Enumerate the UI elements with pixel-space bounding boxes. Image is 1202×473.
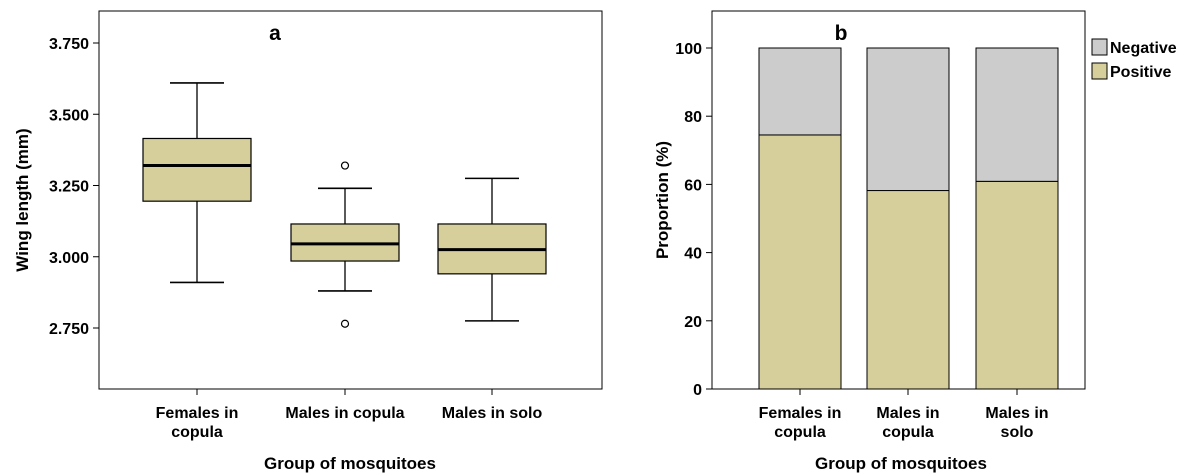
x-tick-label: copula — [171, 424, 223, 441]
y-tick-label: 100 — [675, 41, 702, 58]
y-tick-label: 3.500 — [49, 107, 89, 124]
x-tick-label: solo — [1001, 424, 1034, 441]
legend-swatch-positive — [1091, 62, 1108, 80]
x-tick-label: Females in — [759, 405, 842, 422]
panel-a-boxplot: 2.750 3.000 3.250 3.500 3.750 Wing length (mm… — [13, 10, 603, 473]
x-tick-label: Males in — [985, 405, 1048, 422]
x-tick-label: Females in — [156, 405, 239, 422]
y-tick-label: 20 — [684, 314, 702, 331]
y-tick-label: 3.250 — [49, 179, 89, 196]
panel-letter-b: b — [835, 22, 848, 45]
y-tick-label: 0 — [693, 382, 702, 399]
y-tick-label: 3.000 — [49, 250, 89, 267]
x-tick-label: Males in — [876, 405, 939, 422]
outlier-point — [340, 161, 350, 170]
bar-segment-negative — [758, 47, 842, 136]
x-axis-label: Group of mosquitoes — [815, 454, 987, 473]
y-axis-label: Wing length (mm) — [13, 128, 32, 271]
bar-segment-negative — [866, 47, 950, 192]
y-tick-label: 2.750 — [49, 321, 89, 338]
y-tick-label: 60 — [684, 177, 702, 194]
box-iqr — [142, 137, 252, 202]
y-axis-label: Proportion (%) — [653, 141, 672, 259]
legend-label-positive: Positive — [1110, 64, 1171, 81]
legend-swatch-negative — [1091, 38, 1108, 56]
bar-segment-positive — [975, 180, 1059, 390]
y-tick-label: 40 — [684, 246, 702, 263]
y-tick-label: 80 — [684, 109, 702, 126]
panel-letter-a: a — [269, 22, 281, 45]
x-tick-label: copula — [774, 424, 826, 441]
panel-b-stacked-bar-chart: 0 20 40 60 80 100 Proportion (%) Group of mosqu… — [653, 10, 1177, 473]
bar-segment-negative — [975, 47, 1059, 182]
y-tick-label: 3.750 — [49, 36, 89, 53]
bar-segment-positive — [758, 134, 842, 390]
plot-frame — [98, 10, 603, 390]
bar-segment-positive — [866, 190, 950, 390]
x-tick-label: copula — [882, 424, 934, 441]
x-tick-label: Males in solo — [442, 405, 543, 422]
x-axis-label: Group of mosquitoes — [264, 454, 436, 473]
outlier-point — [340, 319, 350, 328]
x-tick-label: Males in copula — [285, 405, 404, 422]
legend-label-negative: Negative — [1110, 40, 1177, 57]
